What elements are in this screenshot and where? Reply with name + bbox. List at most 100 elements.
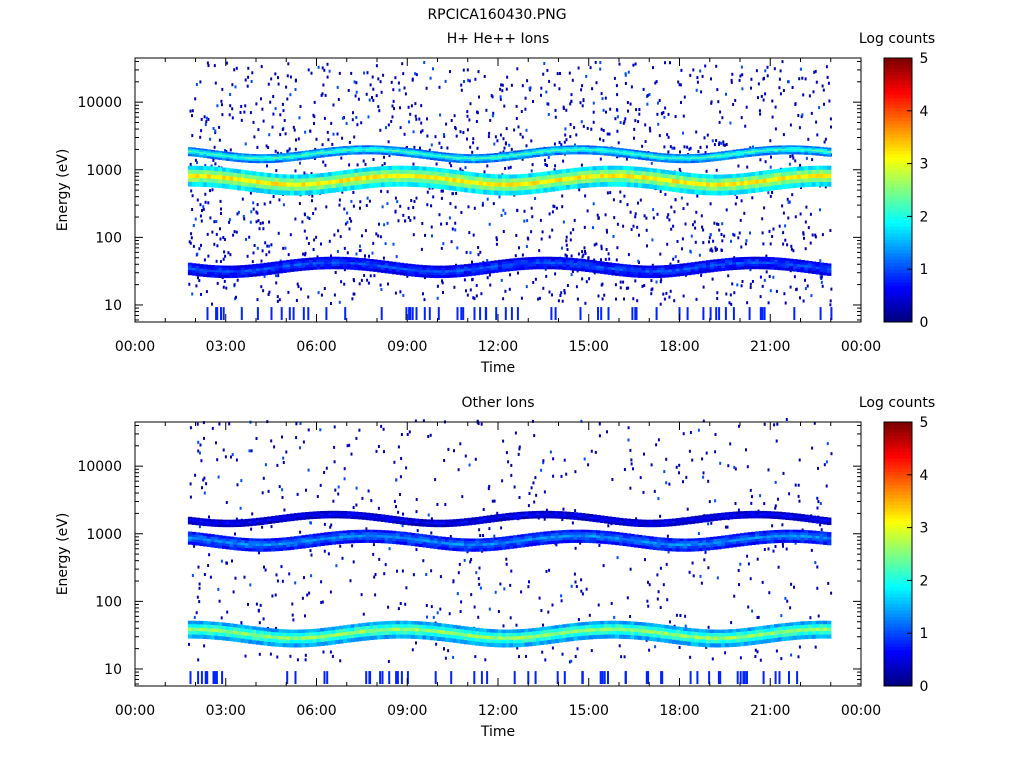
band-cell	[482, 153, 488, 157]
low-energy-count	[206, 307, 209, 320]
band-cell	[724, 267, 730, 271]
band-cell	[792, 266, 798, 270]
low-energy-count	[554, 307, 557, 320]
band-cell	[535, 184, 541, 190]
band-cell	[706, 156, 711, 159]
band-cell	[312, 181, 318, 187]
band-cell	[585, 147, 590, 150]
band-cell	[528, 181, 533, 187]
noise-pixel	[659, 280, 662, 284]
noise-pixel	[534, 277, 537, 281]
band-cell	[804, 267, 809, 271]
band-cell	[566, 168, 571, 174]
band-cell	[456, 269, 461, 273]
band-cell	[675, 157, 681, 160]
noise-pixel	[189, 482, 192, 486]
noise-pixel	[211, 188, 214, 192]
noise-pixel	[705, 145, 708, 149]
noise-pixel	[385, 126, 387, 130]
band-cell	[203, 150, 208, 153]
band-cell	[528, 153, 533, 157]
noise-pixel	[592, 101, 595, 105]
noise-pixel	[323, 471, 326, 474]
band-cell	[354, 264, 359, 268]
noise-pixel	[517, 271, 519, 275]
band-cell	[498, 157, 503, 160]
noise-pixel	[774, 105, 777, 109]
noise-pixel	[259, 221, 262, 225]
noise-pixel	[657, 122, 660, 126]
noise-pixel	[643, 452, 645, 456]
band-cell	[694, 266, 699, 270]
band-cell	[668, 174, 673, 180]
band-cell	[808, 265, 813, 269]
band-cell	[433, 183, 439, 189]
low-energy-count	[634, 307, 637, 320]
noise-pixel	[332, 103, 335, 107]
band-cell	[452, 158, 457, 161]
band-cell	[562, 181, 567, 186]
band-cell	[588, 174, 594, 180]
noise-pixel	[825, 65, 828, 69]
band-cell	[441, 272, 446, 276]
band-cell	[709, 159, 715, 162]
noise-pixel	[423, 61, 426, 64]
band-cell	[789, 183, 794, 189]
band-cell	[558, 173, 563, 179]
band-cell	[539, 150, 544, 154]
noise-pixel	[253, 135, 256, 139]
noise-pixel	[826, 75, 829, 79]
band-cell	[350, 173, 355, 178]
band-cell	[762, 148, 768, 151]
noise-pixel	[503, 104, 506, 108]
noise-pixel	[486, 259, 489, 262]
band-cell	[762, 146, 768, 149]
band-cell	[539, 266, 544, 270]
band-cell	[259, 188, 265, 194]
noise-pixel	[390, 80, 393, 84]
noise-pixel	[799, 67, 802, 71]
noise-pixel	[276, 299, 279, 303]
band-cell	[460, 269, 465, 273]
band-cell	[456, 178, 461, 184]
band-cell	[452, 169, 457, 175]
band-cell	[199, 165, 204, 171]
band-cell	[653, 270, 658, 274]
noise-pixel	[463, 558, 466, 562]
band-cell	[388, 174, 393, 179]
band-cell	[664, 170, 669, 175]
noise-pixel	[802, 93, 805, 97]
band-cell	[585, 264, 590, 268]
band-cell	[562, 262, 567, 266]
noise-pixel	[602, 108, 605, 112]
band-cell	[225, 268, 231, 271]
band-cell	[524, 257, 529, 261]
band-cell	[743, 172, 749, 178]
band-cell	[377, 147, 382, 150]
noise-pixel	[810, 111, 813, 115]
band-cell	[721, 268, 726, 271]
band-cell	[558, 152, 563, 155]
band-cell	[702, 178, 707, 183]
noise-pixel	[440, 196, 443, 200]
band-cell	[267, 157, 272, 160]
noise-pixel	[547, 610, 550, 614]
noise-pixel	[205, 290, 208, 294]
band-cell	[259, 263, 265, 267]
noise-pixel	[426, 203, 429, 207]
noise-pixel	[570, 659, 573, 663]
band-cell	[664, 155, 669, 158]
band-cell	[683, 159, 688, 162]
band-cell	[524, 266, 529, 270]
noise-pixel	[531, 163, 534, 167]
noise-pixel	[223, 279, 226, 283]
band-cell	[732, 154, 737, 158]
band-cell	[702, 270, 707, 274]
band-cell	[796, 152, 802, 155]
band-cell	[274, 158, 280, 161]
band-cell	[777, 172, 783, 178]
band-cell	[301, 154, 306, 157]
band-cell	[611, 152, 616, 155]
band-cell	[422, 151, 427, 154]
band-cell	[384, 174, 389, 179]
